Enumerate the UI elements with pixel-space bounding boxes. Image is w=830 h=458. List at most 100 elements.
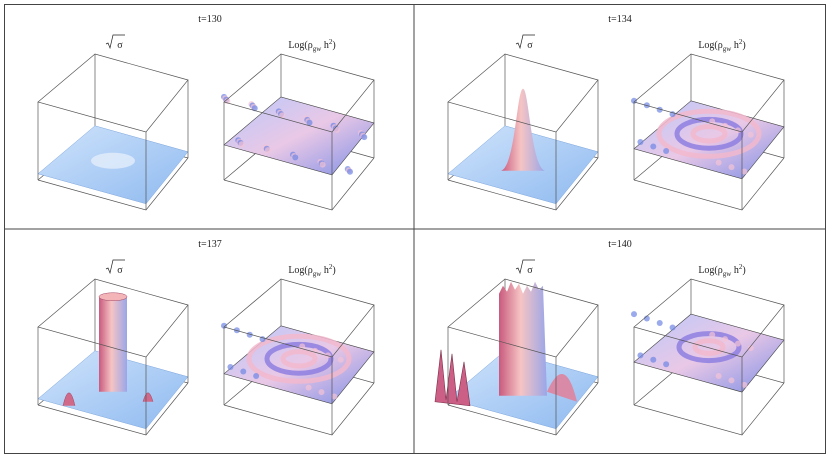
surface-texture xyxy=(709,118,716,125)
label-part: σ xyxy=(117,265,123,276)
surface-texture xyxy=(741,381,748,388)
surface-texture xyxy=(734,340,741,347)
plot-label: σ xyxy=(117,265,123,276)
label-part: h xyxy=(321,40,329,51)
box-edge xyxy=(633,382,785,436)
plot-3d xyxy=(631,53,785,211)
label-sub: gw xyxy=(313,45,323,53)
surface-texture xyxy=(656,320,663,327)
label-part: h xyxy=(321,265,329,276)
label-part: Log(ρ xyxy=(698,40,722,51)
label-part: ) xyxy=(332,265,335,276)
surface-texture xyxy=(279,112,286,119)
surface-texture xyxy=(305,384,312,391)
label-part: Log(ρ xyxy=(288,40,312,51)
panel-title: t=134 xyxy=(608,14,631,25)
surface-texture xyxy=(747,345,754,352)
surface-texture xyxy=(650,356,657,363)
surface-tube xyxy=(499,281,547,396)
label-part: h xyxy=(731,40,739,51)
label-part: σ xyxy=(527,40,533,51)
plot-3d xyxy=(447,53,599,211)
surface-ridge xyxy=(547,373,577,402)
label-part: ) xyxy=(742,265,745,276)
surface-texture xyxy=(734,127,741,134)
surface-texture xyxy=(331,393,338,400)
radical xyxy=(515,34,535,50)
surface-peak xyxy=(501,88,545,171)
label-sup: 2 xyxy=(329,38,333,46)
plot-3d xyxy=(221,278,375,436)
surface-texture xyxy=(669,324,676,331)
surface-texture xyxy=(741,168,748,175)
surface-texture xyxy=(299,343,306,350)
surface-ring xyxy=(656,108,762,159)
surface-texture xyxy=(728,377,735,384)
surface-texture xyxy=(253,372,260,379)
surface-texture xyxy=(637,139,644,146)
radical xyxy=(105,34,125,50)
surface-texture xyxy=(631,311,637,318)
surface-spikes xyxy=(434,349,471,407)
plot-3d xyxy=(37,278,189,436)
surface-texture xyxy=(722,336,729,343)
surface-texture xyxy=(715,372,722,379)
label-sup: 2 xyxy=(329,263,333,271)
surface-texture xyxy=(361,134,368,141)
label-sup: 2 xyxy=(739,38,743,46)
panel-title: t=137 xyxy=(198,239,221,250)
surface-texture xyxy=(238,141,245,148)
surface-ridge xyxy=(62,392,154,406)
surface-texture xyxy=(227,364,234,371)
label-part: Log(ρ xyxy=(698,265,722,276)
plot-label: σ xyxy=(527,40,533,51)
label-sup: 2 xyxy=(739,263,743,271)
plot-3d xyxy=(221,53,375,211)
plot-3d xyxy=(37,53,189,211)
surface-ring xyxy=(692,338,726,356)
surface-ring xyxy=(264,341,334,376)
surface-texture xyxy=(318,389,325,396)
surface-ring xyxy=(246,333,352,384)
surface-ring xyxy=(676,331,742,364)
label-part: h xyxy=(731,265,739,276)
surface-texture xyxy=(251,105,258,112)
radical xyxy=(105,259,125,275)
surface-texture xyxy=(319,161,326,168)
surface-texture xyxy=(337,356,344,363)
surface-texture xyxy=(715,159,722,166)
plot-label: Log(ρgw h2) xyxy=(288,38,335,53)
surface-texture xyxy=(306,119,313,126)
plot-label: σ xyxy=(117,40,123,51)
plot-label: Log(ρgw h2) xyxy=(698,38,745,53)
label-part: ) xyxy=(742,40,745,51)
label-sub: gw xyxy=(723,45,733,53)
label-part: Log(ρ xyxy=(288,265,312,276)
label-part: ) xyxy=(332,40,335,51)
plot-label: Log(ρgw h2) xyxy=(698,263,745,278)
label-sub: gw xyxy=(313,270,323,278)
surface-bump xyxy=(91,152,135,169)
surface-texture xyxy=(324,352,331,359)
surface-texture xyxy=(663,147,670,154)
label-part: σ xyxy=(117,40,123,51)
surface-texture xyxy=(246,331,253,338)
surface-ring xyxy=(280,349,318,369)
box-edge xyxy=(37,53,189,133)
label-part: σ xyxy=(527,265,533,276)
surface-texture xyxy=(292,154,299,161)
surface-texture xyxy=(656,106,663,113)
surface-texture xyxy=(669,111,676,118)
panel-title: t=140 xyxy=(608,239,631,250)
surface-texture xyxy=(259,336,266,343)
surface-tube-top xyxy=(98,292,128,302)
plot-label: σ xyxy=(527,265,533,276)
surface-ring xyxy=(690,124,728,144)
plot-label: Log(ρgw h2) xyxy=(288,263,335,278)
surface-texture xyxy=(240,368,247,375)
surface-texture xyxy=(709,331,716,338)
surface-texture xyxy=(264,147,271,154)
plot-3d xyxy=(434,278,599,436)
surface-texture xyxy=(347,168,353,175)
